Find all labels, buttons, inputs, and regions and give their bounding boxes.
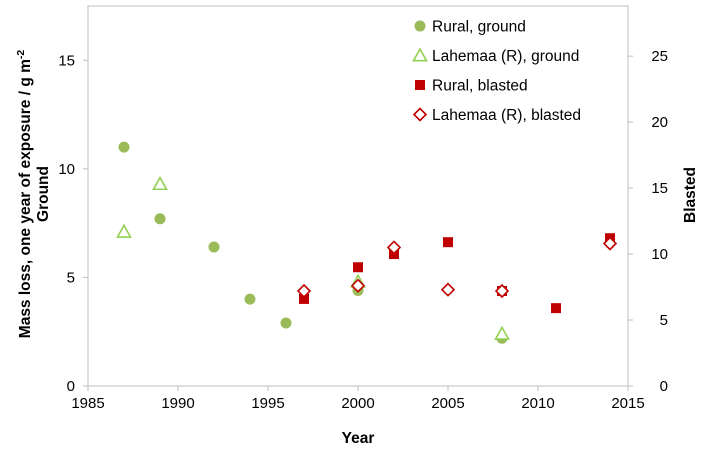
data-point-series-1 — [280, 317, 292, 329]
left-y-tick-label: 5 — [67, 269, 75, 286]
data-point-series-1 — [208, 241, 220, 253]
data-point-series-3 — [443, 237, 453, 248]
right-y-axis-title: Blasted — [682, 167, 699, 223]
data-point-series-4 — [350, 278, 366, 293]
legend-label-1: Rural, ground — [432, 19, 526, 36]
x-tick-label: 1990 — [161, 395, 194, 412]
x-tick-label: 2000 — [341, 395, 374, 412]
data-points — [116, 141, 618, 344]
legend-label-4: Lahemaa (R), blasted — [432, 107, 581, 124]
left-y-axis-title-main: Mass loss, one year of exposure / g m — [17, 59, 34, 338]
legend-marker-3 — [415, 80, 425, 90]
data-point-series-4 — [440, 282, 456, 297]
data-point-series-4 — [296, 283, 312, 299]
right-y-tick-label: 15 — [651, 180, 668, 197]
right-y-tick-label: 10 — [651, 246, 668, 263]
right-y-tick-label: 25 — [651, 48, 668, 65]
left-y-tick-label: 10 — [58, 161, 75, 178]
left-y-axis-title: Mass loss, one year of exposure / g m-2 … — [15, 50, 52, 339]
legend-marker-2 — [412, 47, 428, 62]
left-y-axis-title-ground: Ground — [35, 166, 52, 222]
data-point-series-2 — [152, 175, 168, 191]
right-y-tick-label: 0 — [660, 378, 668, 395]
svg-text:Mass loss, one year of exposur: Mass loss, one year of exposure / g m-2 — [15, 50, 34, 339]
data-point-series-3 — [299, 293, 309, 304]
data-point-series-2 — [116, 223, 132, 238]
data-point-series-3 — [353, 262, 363, 273]
x-axis-title: Year — [342, 430, 375, 447]
data-point-series-4 — [386, 240, 402, 255]
data-point-series-4 — [494, 283, 510, 299]
data-point-series-3 — [551, 303, 561, 314]
legend: Rural, ground Lahemaa (R), ground Rural, b… — [412, 19, 581, 124]
left-y-tick-label: 0 — [67, 378, 75, 395]
left-y-tick-label: 15 — [58, 52, 75, 69]
legend-marker-1 — [414, 20, 426, 32]
legend-label-2: Lahemaa (R), ground — [432, 48, 579, 65]
x-tick-label: 2015 — [611, 395, 644, 412]
data-point-series-1 — [244, 293, 256, 305]
data-point-series-1 — [118, 141, 130, 153]
x-tick-label: 2010 — [521, 395, 554, 412]
data-point-series-4 — [602, 236, 618, 251]
legend-marker-4 — [412, 107, 428, 122]
x-tick-label: 2005 — [431, 395, 464, 412]
data-point-series-1 — [154, 213, 166, 225]
data-point-series-2 — [494, 325, 510, 340]
x-tick-label: 1995 — [251, 395, 284, 412]
right-y-tick-label: 5 — [660, 312, 668, 329]
left-y-axis-ticks: 0 5 10 15 — [58, 52, 88, 395]
right-y-axis-ticks: 0 5 10 15 20 25 — [628, 48, 668, 395]
left-y-axis-title-superscript: -2 — [15, 50, 27, 59]
legend-label-3: Rural, blasted — [432, 78, 528, 95]
x-axis-ticks: 1985 1990 1995 2000 2005 2010 2015 — [71, 386, 645, 412]
x-tick-label: 1985 — [71, 395, 104, 412]
right-y-tick-label: 20 — [651, 114, 668, 131]
